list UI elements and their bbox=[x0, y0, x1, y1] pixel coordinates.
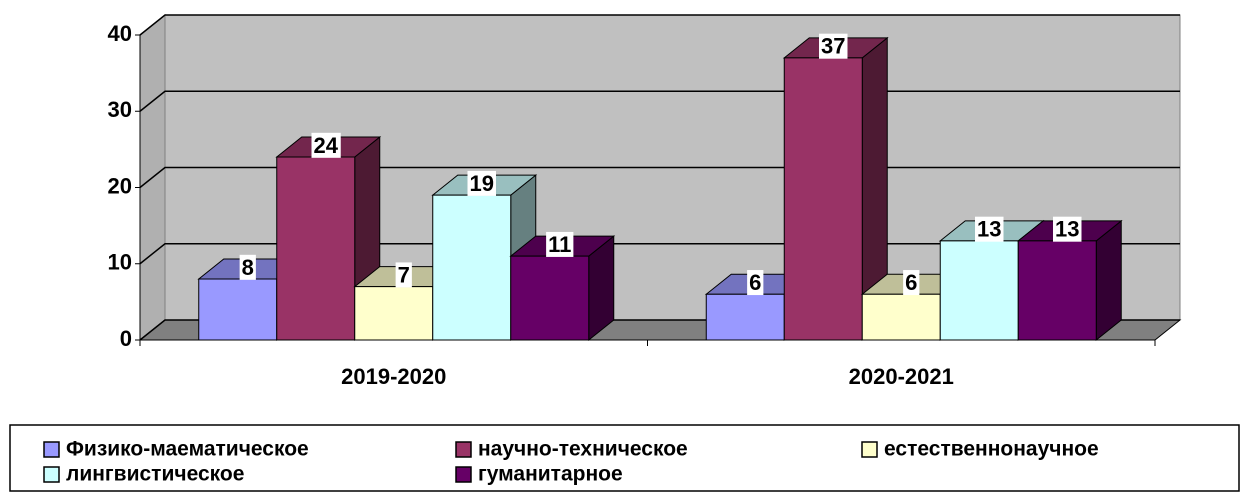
value-label: 13 bbox=[977, 217, 1001, 242]
legend-label: естественнонаучное bbox=[884, 438, 1099, 461]
value-label: 8 bbox=[242, 255, 254, 280]
value-label: 24 bbox=[314, 133, 339, 158]
legend-box bbox=[9, 424, 1240, 492]
bar-front bbox=[1017, 240, 1097, 341]
bar-front bbox=[198, 278, 278, 341]
y-tick-label: 0 bbox=[120, 326, 132, 351]
legend-label: лингвистическое bbox=[66, 463, 244, 486]
bar bbox=[509, 235, 616, 342]
bar-front bbox=[276, 156, 356, 341]
value-label: 6 bbox=[749, 270, 761, 295]
value-label-bg bbox=[395, 262, 412, 288]
y-tick-label: 30 bbox=[108, 97, 132, 122]
bar-front bbox=[861, 293, 941, 341]
legend-swatch bbox=[43, 441, 60, 458]
y-tick-label: 10 bbox=[108, 250, 132, 275]
value-label-bg bbox=[311, 132, 341, 158]
value-label-bg bbox=[819, 33, 848, 59]
value-label-bg bbox=[546, 231, 574, 257]
legend-swatch bbox=[43, 466, 60, 483]
value-label: 13 bbox=[1055, 217, 1079, 242]
legend-swatch bbox=[455, 466, 472, 483]
legend-label: Физико-маематическое bbox=[66, 438, 309, 461]
bar-front bbox=[705, 293, 785, 341]
value-label: 6 bbox=[905, 270, 917, 295]
bar bbox=[782, 36, 889, 342]
value-label-bg bbox=[467, 170, 496, 196]
y-tick-label: 20 bbox=[108, 173, 132, 198]
x-tick-label: 2020-2021 bbox=[849, 364, 954, 389]
x-tick-label: 2019-2020 bbox=[341, 364, 446, 389]
bar-front bbox=[939, 240, 1019, 341]
bar-front bbox=[354, 286, 434, 341]
value-label-bg bbox=[1053, 216, 1082, 242]
legend-label: научно-техническое bbox=[478, 438, 688, 461]
bar-front bbox=[432, 194, 512, 341]
value-label-bg bbox=[903, 270, 920, 296]
value-label: 11 bbox=[548, 232, 571, 257]
bar-front bbox=[783, 57, 863, 341]
bar-side bbox=[1095, 219, 1122, 342]
value-label-bg bbox=[975, 216, 1004, 242]
grid-line bbox=[139, 14, 1180, 36]
legend-swatch bbox=[861, 441, 878, 458]
bar-front bbox=[510, 255, 590, 341]
value-label: 37 bbox=[821, 34, 845, 59]
value-label: 7 bbox=[398, 262, 410, 287]
value-label-bg bbox=[239, 254, 256, 280]
value-label-bg bbox=[747, 270, 764, 296]
value-label: 19 bbox=[470, 171, 494, 196]
legend-swatch bbox=[455, 441, 472, 458]
legend-label: гуманитарное bbox=[478, 463, 623, 486]
y-tick-label: 40 bbox=[108, 21, 132, 46]
